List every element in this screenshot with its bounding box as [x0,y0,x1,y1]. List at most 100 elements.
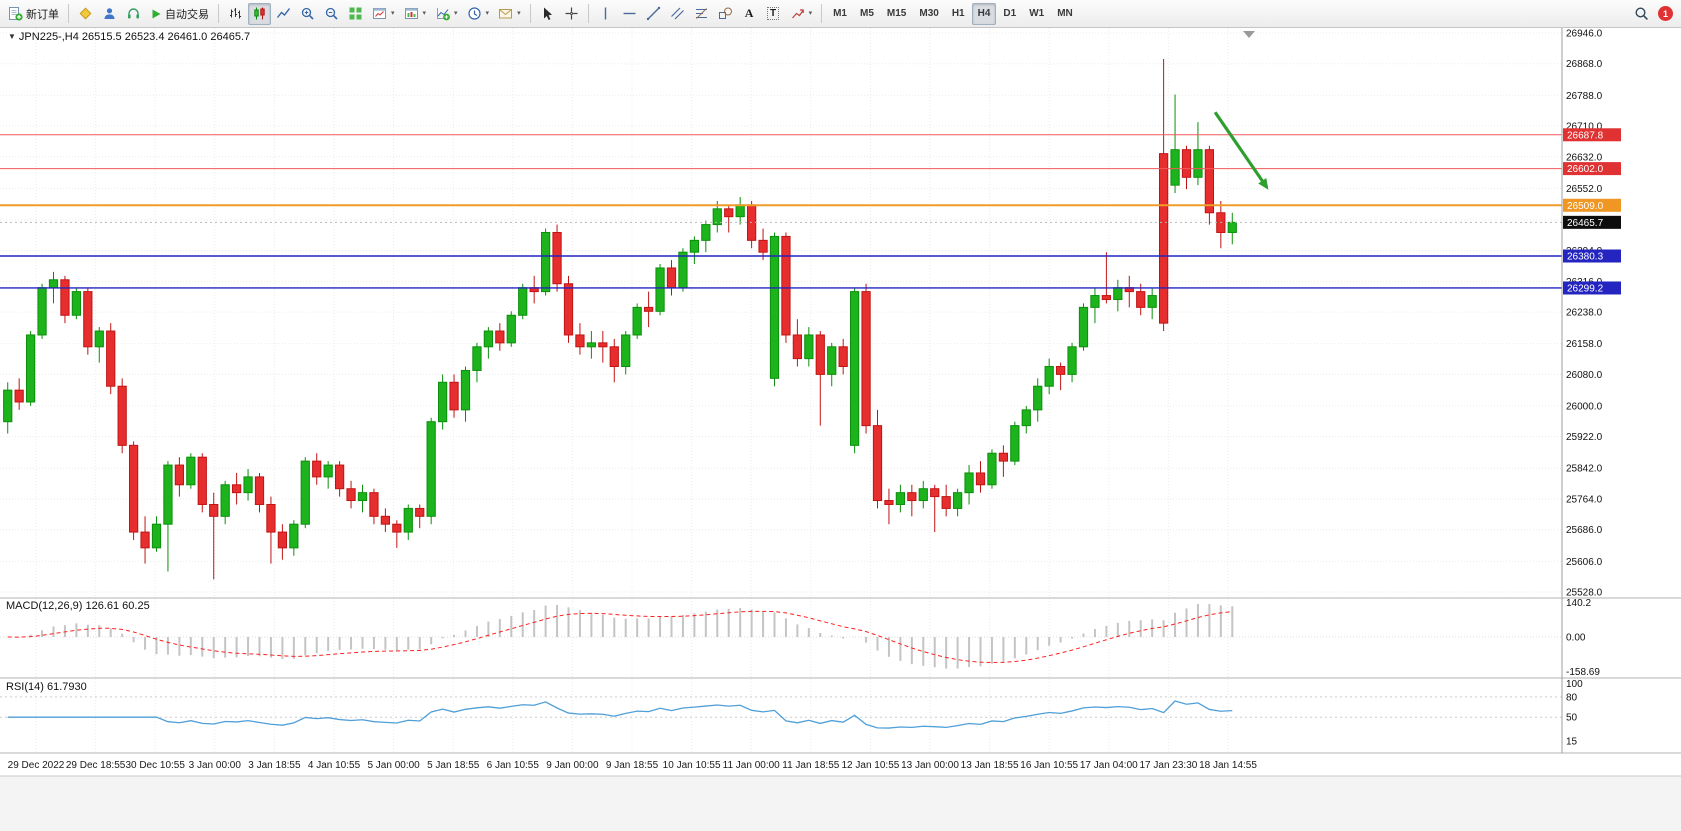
chart-background [0,28,1681,831]
price-badge [1563,215,1621,229]
toolbar-right-group: 1 [1630,3,1677,25]
market-button[interactable] [74,3,97,25]
svg-text:26158.0: 26158.0 [1566,339,1603,350]
price-axis[interactable]: 26946.0 26868.0 26788.0 26710.0 26632.0 26552… [1561,28,1621,753]
timeframe-d1-button[interactable]: D1 [997,3,1022,25]
label-tool-button[interactable]: T [762,3,785,25]
toolbar-separator [821,4,823,23]
chart-bars-button[interactable] [224,3,247,25]
community-button[interactable] [98,3,121,25]
svg-text:10 Jan 10:55: 10 Jan 10:55 [663,760,721,771]
toolbar-separator [218,4,219,23]
timeframe-h1-button[interactable]: H1 [946,3,971,25]
horizontal-line-icon [623,12,636,15]
svg-text:11 Jan 00:00: 11 Jan 00:00 [723,760,781,771]
trend-arrow-annotation[interactable] [1213,111,1269,190]
new-chart-button[interactable]: ▾ [368,3,399,25]
timeframe-m5-button[interactable]: M5 [854,3,880,25]
new-order-button[interactable]: 新订单 [4,3,63,25]
macd-panel [0,604,1562,669]
zoom-in-icon [301,7,314,20]
svg-text:5 Jan 18:55: 5 Jan 18:55 [427,760,480,771]
channel-tool-button[interactable] [666,3,689,25]
svg-text:11 Jan 18:55: 11 Jan 18:55 [782,760,840,771]
indicators-button[interactable]: ▾ [431,3,462,25]
timeframe-m30-button[interactable]: M30 [913,3,944,25]
equidistant-channel-icon [670,7,684,20]
timeframe-mn-button[interactable]: MN [1051,3,1079,25]
chevron-down-icon: ▾ [485,10,490,17]
horizontal-lines-layer[interactable] [0,134,1562,289]
tile-windows-button[interactable] [344,3,367,25]
trendline-tool-button[interactable] [642,3,665,25]
svg-text:16 Jan 10:55: 16 Jan 10:55 [1020,760,1078,771]
new-order-icon [9,7,23,21]
price-badge [1563,128,1621,142]
svg-text:17 Jan 04:00: 17 Jan 04:00 [1080,760,1138,771]
timeframe-label: M1 [833,8,847,19]
svg-text:17 Jan 23:30: 17 Jan 23:30 [1139,760,1197,771]
chart-candles-button[interactable] [248,2,271,25]
svg-text:0.00: 0.00 [1566,633,1586,644]
main-toolbar: 新订单 自动交易 ▾ ▾ ▾ ▾ ▾ A T ▾ [0,0,1681,28]
envelope-icon [499,9,513,19]
price-badge [1563,162,1621,176]
vertical-line-icon [604,7,606,20]
toolbar-separator [68,4,69,23]
news-button[interactable] [122,3,145,25]
search-button[interactable] [1630,3,1653,25]
chevron-down-icon: ▾ [422,10,427,17]
svg-text:18 Jan 14:55: 18 Jan 14:55 [1199,760,1257,771]
svg-text:100: 100 [1566,679,1583,690]
line-chart-icon [276,8,291,18]
svg-text:25764.0: 25764.0 [1566,494,1603,505]
notification-badge[interactable]: 1 [1658,6,1673,21]
cursor-tool-button[interactable] [536,3,559,25]
chart-line-button[interactable] [272,3,295,25]
horizontal-line-tool-button[interactable] [618,3,641,25]
time-axis[interactable]: 29 Dec 2022 29 Dec 18:55 30 Dec 10:55 3 Jan… [8,760,1258,771]
algo-trading-button[interactable]: 自动交易 [146,3,213,25]
crosshair-icon [565,7,578,20]
candlestick-icon [254,7,265,20]
timeframe-m15-button[interactable]: M15 [881,3,912,25]
svg-text:9 Jan 18:55: 9 Jan 18:55 [606,760,659,771]
timeframe-label: M30 [919,8,939,19]
periods-button[interactable]: ▾ [463,3,494,25]
svg-text:26687.8: 26687.8 [1567,130,1604,141]
timeframe-m1-button[interactable]: M1 [827,3,853,25]
play-icon [152,9,161,18]
svg-text:26710.0: 26710.0 [1566,122,1603,133]
zoom-in-button[interactable] [296,3,319,25]
arrows-tool-button[interactable]: ▾ [786,3,817,25]
tile-windows-icon [349,7,362,20]
timeframe-label: H4 [977,8,991,19]
macd-label: MACD(12,26,9) 126.61 60.25 [6,600,150,612]
timeframe-label: D1 [1003,8,1017,19]
user-icon [104,8,115,19]
chevron-down-icon: ▾ [808,10,813,17]
algo-trading-label: 自动交易 [165,8,209,21]
profiles-button[interactable]: ▾ [400,3,431,25]
fibonacci-tool-button[interactable] [690,3,713,25]
templates-button[interactable]: ▾ [494,3,525,25]
one-click-trading-toggle[interactable]: ▼ [8,32,16,41]
svg-text:80: 80 [1566,692,1578,703]
svg-text:6 Jan 10:55: 6 Jan 10:55 [487,760,540,771]
vertical-line-tool-button[interactable] [594,3,617,25]
timeframe-label: M5 [860,8,874,19]
crosshair-tool-button[interactable] [560,3,583,25]
price-badge [1563,198,1621,212]
price-chart-canvas[interactable]: 26946.0 26868.0 26788.0 26710.0 26632.0 26552… [0,28,1681,831]
svg-text:29 Dec 18:55: 29 Dec 18:55 [66,760,126,771]
shapes-tool-button[interactable] [714,3,737,25]
chart-shift-marker[interactable] [1243,31,1255,38]
timeframe-w1-button[interactable]: W1 [1023,3,1050,25]
svg-text:26552.0: 26552.0 [1566,184,1603,195]
text-tool-button[interactable]: A [738,3,761,25]
svg-text:13 Jan 00:00: 13 Jan 00:00 [901,760,959,771]
text-tool-label: A [744,6,754,20]
zoom-out-button[interactable] [320,3,343,25]
timeframe-h4-button[interactable]: H4 [971,2,997,25]
